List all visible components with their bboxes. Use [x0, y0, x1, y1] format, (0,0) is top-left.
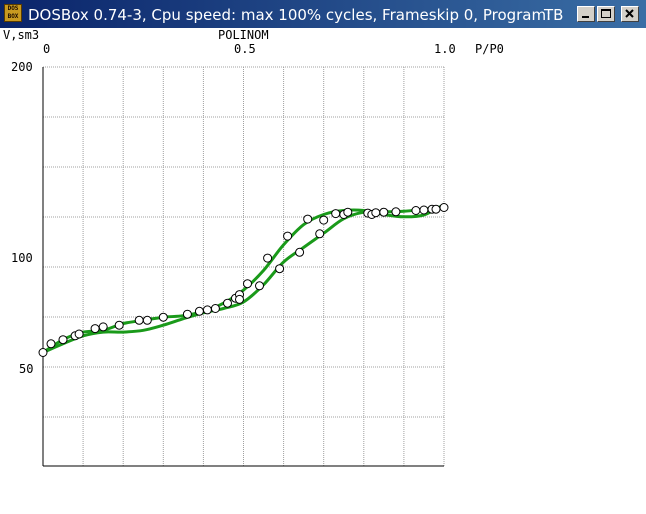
data-point	[74, 329, 84, 339]
minimize-icon	[582, 16, 589, 18]
close-icon	[625, 9, 634, 18]
y-tick-label: 100	[11, 251, 33, 265]
data-point	[223, 298, 232, 308]
data-point	[303, 214, 313, 224]
x-tick-label: 0.5	[234, 42, 256, 56]
data-point	[283, 231, 293, 241]
data-point	[182, 309, 192, 319]
x-tick-label: 0	[43, 42, 50, 56]
data-point	[419, 205, 429, 215]
data-point	[371, 208, 381, 218]
x-axis-label: P/P0	[475, 42, 504, 56]
app-icon-text-bottom: BOX	[7, 13, 19, 20]
polinom-chart: V,sm3 POLINOM P/P0 0 0.5 1.0 200 100 50	[3, 28, 504, 467]
data-point	[58, 335, 68, 345]
data-point	[295, 247, 305, 257]
minimize-button[interactable]	[577, 6, 595, 22]
data-points	[38, 203, 449, 357]
data-point	[431, 204, 441, 214]
close-button[interactable]	[621, 6, 639, 22]
plot-area: V,sm3 POLINOM P/P0 0 0.5 1.0 200 100 50	[0, 28, 646, 510]
data-point	[158, 312, 168, 322]
data-point	[391, 207, 401, 217]
data-point	[255, 281, 264, 291]
y-tick-label: 200	[11, 60, 33, 74]
data-point	[202, 305, 212, 315]
data-point	[235, 294, 244, 304]
grid	[43, 66, 445, 466]
data-point	[194, 306, 204, 316]
data-point	[46, 339, 56, 349]
data-point	[379, 207, 389, 217]
dosbox-app-icon[interactable]: DOS BOX	[4, 4, 22, 22]
app-icon-text-top: DOS	[7, 5, 19, 12]
data-point	[210, 304, 220, 313]
data-point	[411, 206, 421, 215]
y-axis-label: V,sm3	[3, 28, 39, 42]
window-title: DOSBox 0.74-3, Cpu speed: max 100% cycle…	[28, 6, 552, 24]
data-point	[38, 348, 48, 357]
data-point	[439, 203, 449, 212]
data-point	[134, 315, 144, 325]
chart-title: POLINOM	[218, 28, 269, 42]
data-point	[315, 229, 325, 239]
data-point	[114, 320, 124, 330]
data-point	[275, 264, 285, 274]
data-point	[263, 253, 273, 263]
data-point	[243, 279, 252, 289]
maximize-button[interactable]	[597, 6, 615, 22]
data-point	[90, 324, 100, 334]
data-point	[142, 315, 152, 325]
window-program-name: TB	[544, 6, 564, 24]
maximize-icon	[601, 9, 611, 18]
data-point	[319, 215, 329, 225]
y-tick-label: 50	[19, 362, 33, 376]
title-bar[interactable]: DOS BOX DOSBox 0.74-3, Cpu speed: max 10…	[0, 0, 646, 28]
data-point	[343, 207, 353, 217]
x-tick-label: 1.0	[434, 42, 456, 56]
data-point	[331, 209, 341, 219]
data-point	[98, 322, 108, 332]
